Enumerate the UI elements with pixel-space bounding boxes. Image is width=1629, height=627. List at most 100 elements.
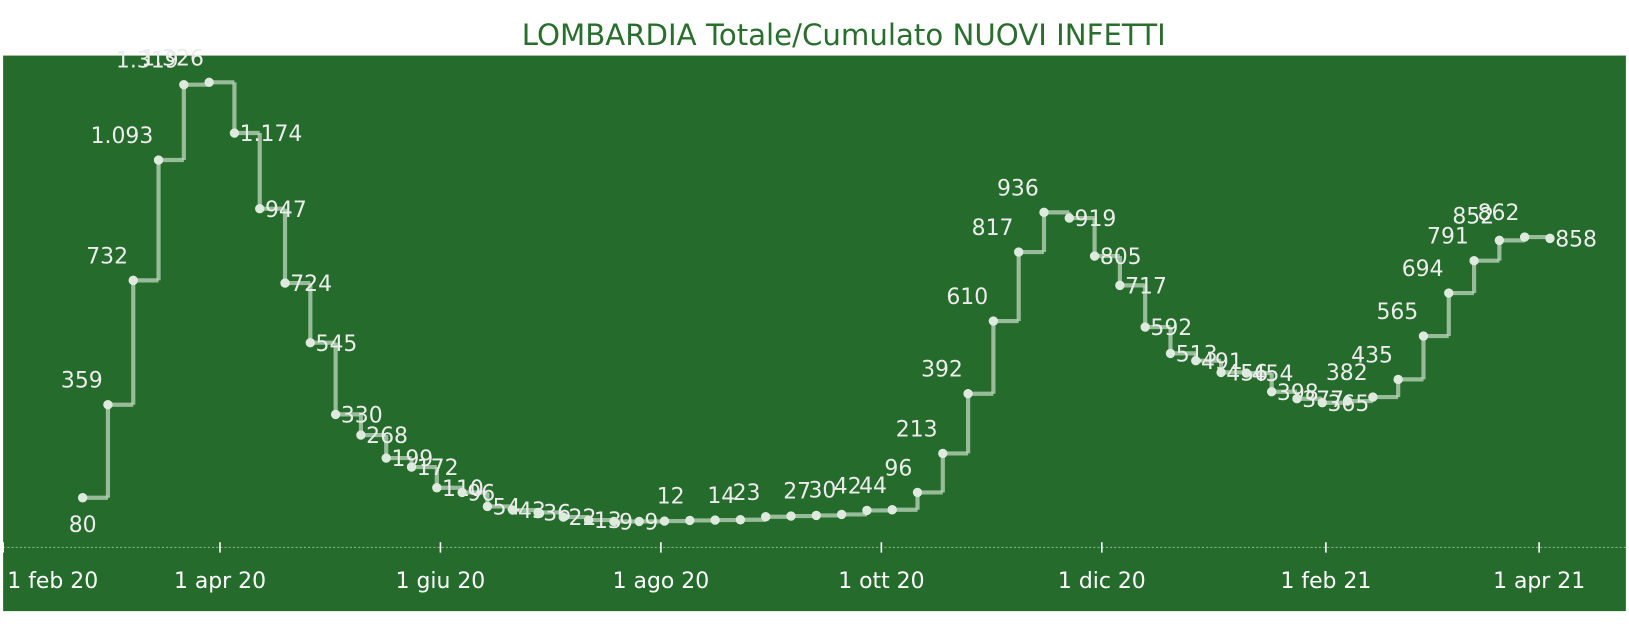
- value-label: 96: [884, 456, 912, 481]
- data-point: [1013, 247, 1024, 257]
- x-tick-label: 1 apr 20: [174, 569, 266, 594]
- data-point: [1519, 232, 1530, 242]
- value-label: 592: [1150, 316, 1192, 341]
- data-point: [1469, 256, 1479, 266]
- data-point: [1115, 280, 1125, 291]
- data-point: [255, 203, 265, 214]
- x-tick-label: 1 giu 20: [396, 569, 486, 594]
- data-point: [1140, 322, 1150, 332]
- data-point: [685, 515, 695, 526]
- data-point: [1368, 392, 1378, 402]
- data-point: [356, 430, 366, 440]
- value-label: 36: [543, 502, 571, 527]
- value-label: 392: [921, 358, 963, 383]
- data-point: [482, 501, 493, 512]
- value-label: 268: [366, 424, 408, 449]
- data-point: [1393, 374, 1403, 385]
- data-point: [634, 516, 644, 527]
- value-label: 80: [69, 513, 97, 538]
- data-point: [862, 505, 872, 516]
- value-label: 724: [290, 272, 332, 297]
- value-label: 330: [341, 403, 383, 428]
- value-label: 1.093: [91, 124, 154, 149]
- value-label: 42: [834, 474, 862, 499]
- value-label: 9: [619, 511, 633, 536]
- value-label: 717: [1125, 274, 1167, 299]
- x-tick-label: 1 ago 20: [613, 569, 709, 594]
- data-point: [1165, 348, 1176, 359]
- data-point: [1191, 356, 1201, 366]
- data-point: [77, 493, 88, 503]
- value-label: 1.319: [116, 49, 179, 74]
- data-point: [280, 278, 290, 288]
- data-point: [533, 507, 543, 518]
- data-point: [153, 155, 164, 165]
- value-label: 545: [316, 332, 358, 357]
- data-point: [1241, 368, 1252, 378]
- x-tick-label: 1 ott 20: [838, 569, 924, 594]
- value-label: 30: [809, 478, 837, 503]
- data-point: [1494, 235, 1505, 246]
- value-label: 1.174: [240, 122, 303, 147]
- value-label: 858: [1555, 227, 1597, 252]
- x-tick-label: 1 apr 21: [1493, 569, 1585, 594]
- value-label: 610: [946, 285, 988, 310]
- value-label: 12: [657, 484, 685, 509]
- data-point: [1064, 213, 1074, 223]
- data-point: [508, 505, 518, 515]
- value-label: 454: [1252, 362, 1294, 387]
- data-point: [609, 516, 619, 527]
- value-label: 565: [1376, 300, 1418, 325]
- data-point: [229, 128, 240, 138]
- value-label: 919: [1075, 207, 1117, 232]
- data-point: [1342, 396, 1353, 406]
- value-label: 96: [467, 482, 495, 507]
- value-label: 862: [1478, 201, 1520, 226]
- data-point: [406, 462, 417, 472]
- data-point: [1444, 288, 1454, 298]
- value-label: 382: [1326, 361, 1368, 386]
- data-point: [659, 516, 670, 526]
- data-point: [583, 515, 594, 525]
- data-point: [963, 389, 973, 399]
- value-label: 732: [86, 244, 128, 269]
- data-point: [558, 512, 569, 522]
- value-label: 27: [783, 479, 811, 504]
- data-point: [381, 453, 391, 463]
- data-point: [1216, 367, 1226, 378]
- value-label: 805: [1100, 245, 1142, 270]
- value-label: 1.326: [141, 46, 204, 71]
- data-point: [912, 487, 923, 498]
- data-point: [938, 448, 948, 459]
- value-label: 817: [972, 216, 1014, 241]
- data-point: [735, 515, 746, 525]
- value-label: 791: [1427, 225, 1469, 250]
- x-tick-label: 1 feb 21: [1280, 569, 1371, 594]
- data-point: [1292, 394, 1302, 404]
- data-point: [1266, 387, 1277, 397]
- data-point: [786, 511, 796, 521]
- value-label: 435: [1351, 343, 1393, 368]
- data-point: [457, 487, 467, 498]
- value-label: 213: [896, 417, 938, 442]
- data-point: [1089, 251, 1100, 261]
- x-tick-label: 1 feb 20: [7, 569, 98, 594]
- data-point: [887, 505, 897, 515]
- value-label: 936: [997, 176, 1039, 201]
- value-label: 9: [644, 511, 658, 536]
- x-tick-label: 1 dic 20: [1058, 569, 1146, 594]
- data-point: [179, 79, 189, 90]
- data-point: [204, 77, 214, 88]
- data-point: [1545, 233, 1555, 244]
- value-label: 172: [417, 456, 459, 481]
- value-label: 44: [859, 474, 887, 499]
- data-point: [1418, 331, 1429, 341]
- value-label: 852: [1452, 204, 1494, 229]
- value-label: 14: [707, 484, 735, 509]
- data-point: [128, 275, 138, 286]
- value-label: 694: [1402, 257, 1444, 282]
- value-label: 947: [265, 198, 307, 223]
- data-point: [710, 515, 720, 525]
- chart-title: LOMBARDIA Totale/Cumulato NUOVI INFETTI: [522, 18, 1166, 52]
